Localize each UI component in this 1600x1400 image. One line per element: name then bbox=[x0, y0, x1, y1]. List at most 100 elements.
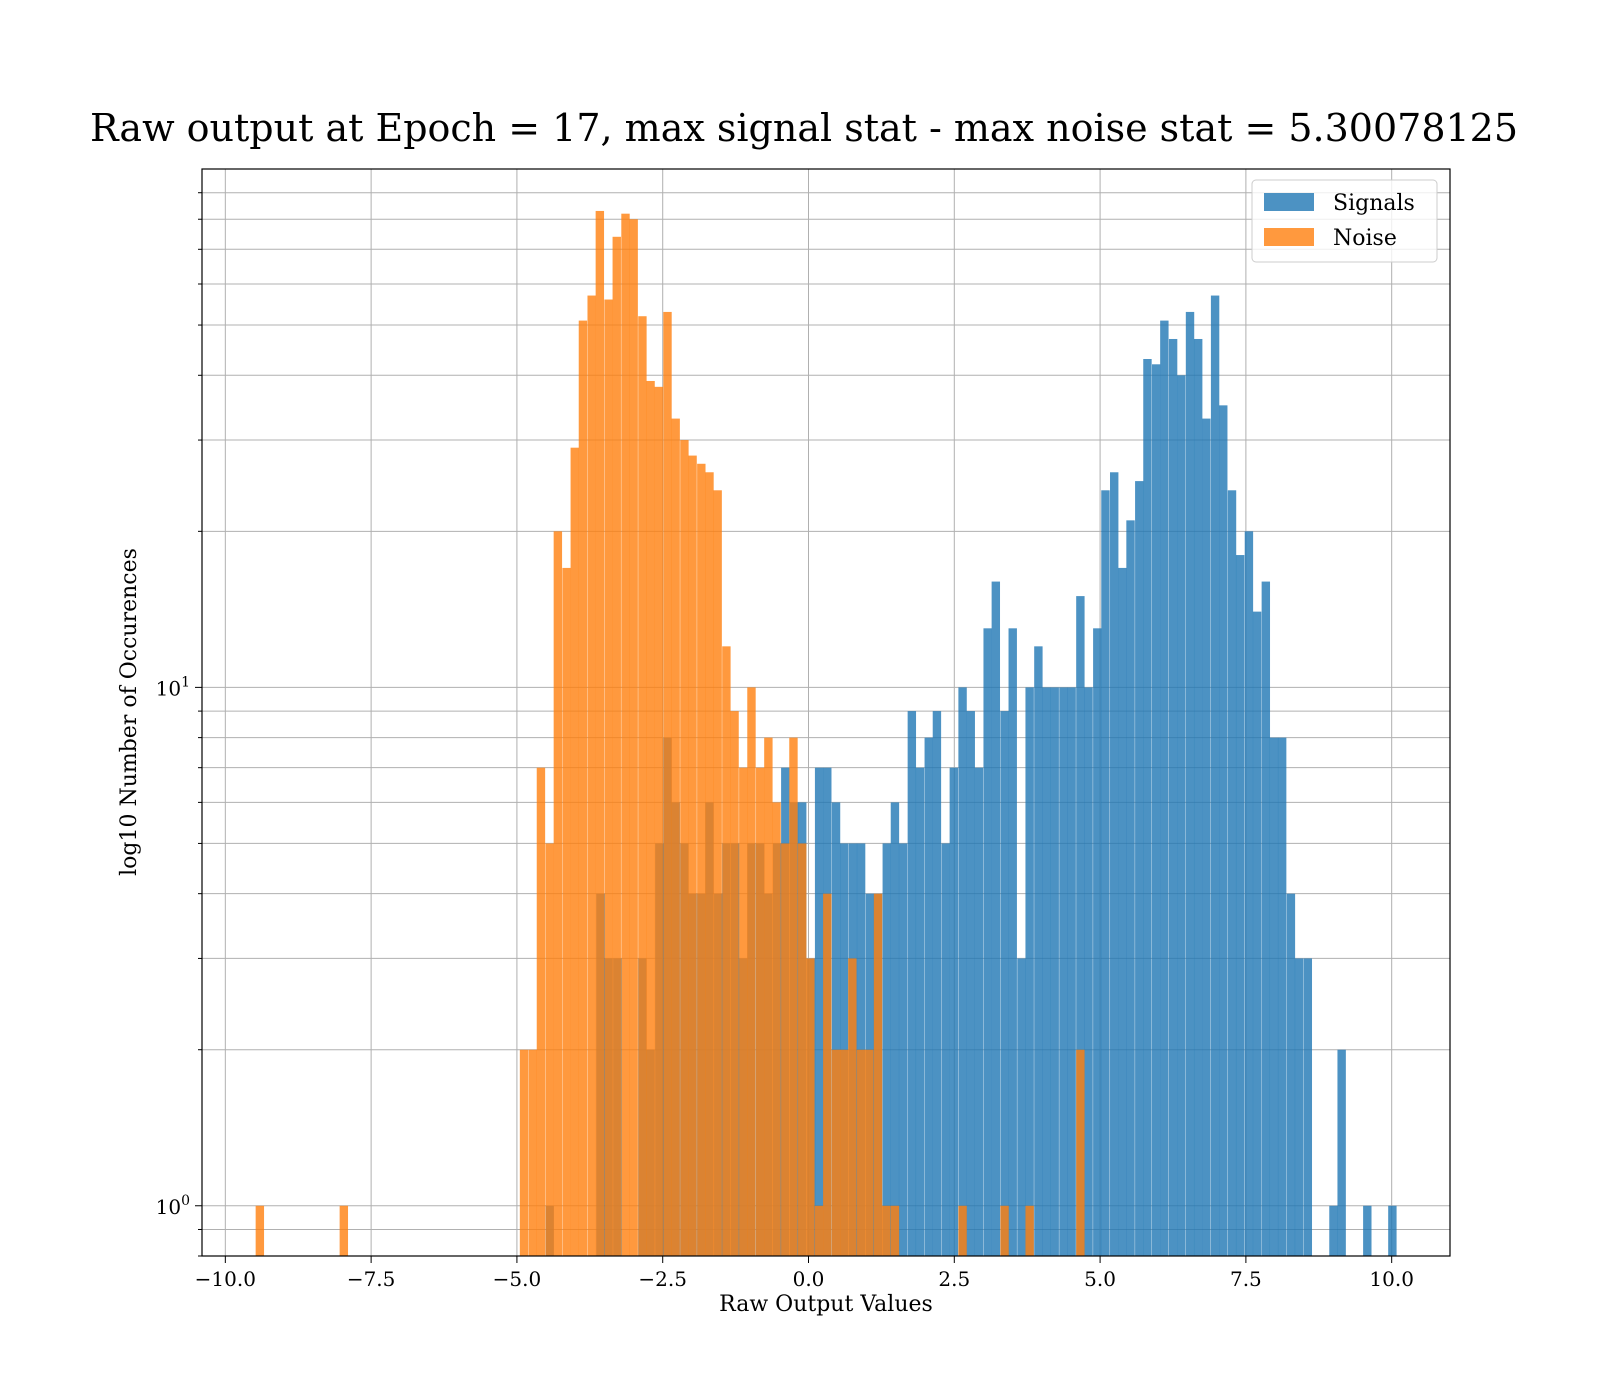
bar-noise bbox=[831, 1049, 841, 1256]
bar-signals bbox=[1025, 687, 1034, 1256]
bar-signals bbox=[974, 767, 984, 1256]
x-tick-label: −2.5 bbox=[638, 1267, 687, 1291]
bar-noise bbox=[848, 958, 857, 1256]
bar-signals bbox=[1000, 711, 1009, 1256]
bar-noise bbox=[587, 295, 596, 1256]
bar-noise bbox=[612, 236, 621, 1257]
legend-swatch-signals bbox=[1264, 193, 1314, 211]
x-tick-label: 2.5 bbox=[938, 1267, 970, 1291]
bar-signals bbox=[1101, 490, 1110, 1256]
bar-signals bbox=[840, 843, 849, 1256]
bar-signals bbox=[1244, 531, 1254, 1256]
bar-signals bbox=[915, 767, 925, 1256]
bar-noise bbox=[1025, 1205, 1034, 1256]
bar-noise bbox=[339, 1205, 349, 1256]
y-tick-label: 101 bbox=[156, 674, 190, 700]
bar-signals bbox=[958, 687, 967, 1256]
x-axis-label: Raw Output Values bbox=[719, 1292, 933, 1317]
bar-noise bbox=[553, 531, 563, 1256]
bar-signals bbox=[1227, 490, 1237, 1256]
bar-signals bbox=[1337, 1049, 1346, 1256]
bar-signals bbox=[1202, 418, 1211, 1257]
bar-noise bbox=[562, 567, 571, 1256]
bar-noise bbox=[638, 316, 647, 1257]
bar-signals bbox=[1329, 1205, 1338, 1256]
bar-noise bbox=[806, 958, 815, 1256]
bar-noise bbox=[654, 386, 663, 1257]
bar-noise bbox=[663, 311, 672, 1256]
y-axis-label: log10 Number of Occurences bbox=[117, 548, 142, 876]
bar-signals bbox=[941, 843, 950, 1256]
bar-noise bbox=[781, 843, 790, 1256]
bar-signals bbox=[991, 581, 1001, 1256]
x-tick-label: −7.5 bbox=[347, 1267, 396, 1291]
bar-noise bbox=[881, 1205, 891, 1256]
bar-signals bbox=[898, 843, 908, 1256]
series-noise bbox=[255, 210, 1085, 1257]
bar-noise bbox=[578, 320, 588, 1257]
bar-noise bbox=[958, 1205, 967, 1256]
bar-signals bbox=[1135, 481, 1144, 1257]
bar-signals bbox=[1050, 687, 1059, 1256]
bar-signals bbox=[1160, 320, 1169, 1257]
histogram-bars bbox=[255, 210, 1397, 1257]
bar-noise bbox=[570, 447, 579, 1256]
bar-noise bbox=[789, 737, 798, 1256]
bar-signals bbox=[1093, 628, 1102, 1256]
bar-signals bbox=[1210, 295, 1220, 1256]
bar-noise bbox=[747, 687, 756, 1256]
bar-noise bbox=[604, 299, 613, 1256]
bar-noise bbox=[873, 893, 883, 1256]
bar-signals bbox=[1185, 311, 1195, 1256]
bar-signals bbox=[1076, 596, 1085, 1256]
bar-signals bbox=[1152, 364, 1161, 1256]
bar-noise bbox=[713, 490, 722, 1256]
bar-noise bbox=[697, 463, 706, 1256]
x-tick-label: 10.0 bbox=[1369, 1267, 1414, 1291]
bar-noise bbox=[519, 1049, 529, 1256]
bar-noise bbox=[536, 767, 546, 1256]
bar-signals bbox=[856, 843, 866, 1256]
bar-noise bbox=[890, 1205, 900, 1256]
bar-signals bbox=[1294, 958, 1304, 1256]
y-tick-label: 100 bbox=[156, 1193, 190, 1219]
legend-label-noise: Noise bbox=[1333, 226, 1397, 251]
bar-noise bbox=[823, 893, 832, 1256]
bar-signals bbox=[1042, 687, 1051, 1256]
bar-signals bbox=[1126, 520, 1135, 1256]
x-tick-label: 0.0 bbox=[793, 1267, 825, 1291]
bar-signals bbox=[1017, 958, 1026, 1256]
bar-signals bbox=[1110, 472, 1119, 1256]
bar-noise bbox=[814, 1205, 824, 1256]
bar-noise bbox=[629, 219, 638, 1257]
legend-swatch-noise bbox=[1264, 228, 1314, 246]
bar-noise bbox=[595, 210, 605, 1257]
bar-signals bbox=[1363, 1205, 1372, 1256]
bar-signals bbox=[932, 711, 942, 1256]
bar-noise bbox=[756, 767, 765, 1256]
axis-ticks: −10.0 −7.5 −5.0 −2.5 0.0 2.5 5.0 7.5 10.0 100 101 bbox=[156, 192, 1414, 1291]
bar-noise bbox=[528, 1049, 537, 1256]
bar-signals bbox=[907, 711, 917, 1256]
bar-noise bbox=[255, 1205, 265, 1256]
bar-signals bbox=[1303, 958, 1313, 1256]
bar-signals bbox=[1177, 375, 1186, 1256]
bar-noise bbox=[621, 213, 630, 1257]
bar-signals bbox=[1286, 893, 1296, 1256]
bar-signals bbox=[1067, 687, 1076, 1256]
bar-noise bbox=[722, 646, 731, 1256]
bar-signals bbox=[1084, 687, 1093, 1256]
bar-noise bbox=[840, 1049, 849, 1256]
bar-noise bbox=[1000, 1205, 1009, 1256]
x-tick-label: 7.5 bbox=[1230, 1267, 1262, 1291]
bar-noise bbox=[680, 440, 689, 1256]
bar-signals bbox=[1118, 567, 1127, 1256]
bar-signals bbox=[1235, 555, 1245, 1256]
bar-signals bbox=[1168, 338, 1178, 1257]
legend: Signals Noise bbox=[1251, 179, 1438, 263]
bar-noise bbox=[1076, 1049, 1085, 1256]
bar-noise bbox=[764, 737, 773, 1256]
bar-signals bbox=[882, 843, 891, 1256]
x-tick-label: −10.0 bbox=[195, 1267, 256, 1291]
